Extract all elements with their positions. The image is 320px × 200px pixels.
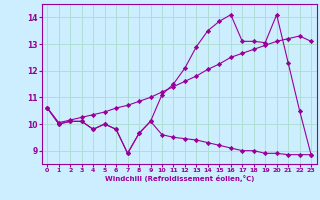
X-axis label: Windchill (Refroidissement éolien,°C): Windchill (Refroidissement éolien,°C) (105, 175, 254, 182)
